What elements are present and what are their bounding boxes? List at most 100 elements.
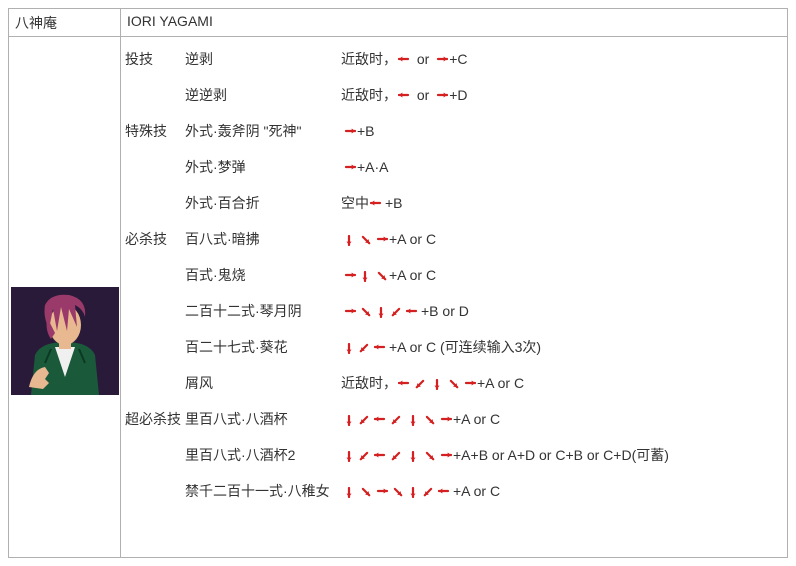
move-name: 二百十二式·琴月阴 <box>185 301 341 321</box>
arrow-dr-icon <box>446 376 460 390</box>
arrow-d-icon <box>342 412 356 426</box>
move-input: +A+B or A+D or C+B or C+D(可蓄) <box>341 445 787 465</box>
input-pre-text: 近敌时， <box>341 49 397 69</box>
arrow-dl-icon <box>358 448 372 462</box>
move-category: 特殊技 <box>121 115 185 141</box>
arrow-r-icon <box>342 160 356 174</box>
move-row: 超必杀技里百八式·八酒杯 +A or C <box>121 401 787 437</box>
arrow-dl-icon <box>390 304 404 318</box>
arrow-r-icon <box>374 232 388 246</box>
arrow-dr-icon <box>358 232 372 246</box>
move-category <box>121 259 185 265</box>
arrow-r-icon <box>374 484 388 498</box>
move-category <box>121 475 185 481</box>
input-post-text: +B <box>385 195 403 211</box>
move-input: +A or C <box>341 411 787 427</box>
move-input: +A or C (可连续输入3次) <box>341 337 787 357</box>
input-or-text: or <box>413 87 433 103</box>
move-row: 二百十二式·琴月阴 +B or D <box>121 293 787 329</box>
move-name: 逆逆剥 <box>185 85 341 105</box>
arrow-r-icon <box>434 88 448 102</box>
move-row: 投技逆剥近敌时， or +C <box>121 41 787 77</box>
move-input: +A or C <box>341 483 787 499</box>
move-category <box>121 439 185 445</box>
input-post-text: +A or C (可连续输入3次) <box>389 337 541 357</box>
body-row: 投技逆剥近敌时， or +C逆逆剥近敌时， or +D特殊技外式·轰斧阴 "死神… <box>9 37 787 557</box>
arrow-r-icon <box>342 304 356 318</box>
arrow-l-icon <box>398 376 412 390</box>
input-pre-text: 空中 <box>341 193 369 213</box>
input-post-text: +A or C <box>389 267 436 283</box>
arrow-d-icon <box>406 412 420 426</box>
arrow-dr-icon <box>374 268 388 282</box>
move-row: 必杀技百八式·暗拂+A or C <box>121 221 787 257</box>
move-category: 投技 <box>121 43 185 69</box>
arrow-d-icon <box>406 448 420 462</box>
arrow-d-icon <box>342 484 356 498</box>
move-input: 近敌时，+A or C <box>341 373 787 393</box>
character-portrait <box>11 287 119 395</box>
portrait-column <box>9 37 121 557</box>
arrow-dl-icon <box>358 340 372 354</box>
move-row: 外式·百合折空中+B <box>121 185 787 221</box>
arrow-l-icon <box>374 448 388 462</box>
arrow-r-icon <box>438 448 452 462</box>
move-category <box>121 367 185 373</box>
arrow-dr-icon <box>358 484 372 498</box>
arrow-dl-icon <box>422 484 436 498</box>
move-input: 近敌时， or +C <box>341 49 787 69</box>
arrow-r-icon <box>462 376 476 390</box>
arrow-d-icon <box>342 232 356 246</box>
input-post-text: +A or C <box>453 411 500 427</box>
char-name-jp: 八神庵 <box>9 9 121 36</box>
move-name: 里百八式·八酒杯2 <box>185 445 341 465</box>
input-post-text: +A+B or A+D or C+B or C+D(可蓄) <box>453 445 669 465</box>
move-row: 特殊技外式·轰斧阴 "死神" +B <box>121 113 787 149</box>
input-pre-text: 近敌时， <box>341 85 397 105</box>
arrow-r-icon <box>438 412 452 426</box>
input-post-text: +B <box>357 123 375 139</box>
portrait-svg <box>11 287 119 395</box>
move-name: 外式·轰斧阴 "死神" <box>185 121 341 141</box>
move-input: 近敌时， or +D <box>341 85 787 105</box>
move-input: 空中 +B <box>341 193 787 213</box>
move-name: 禁千二百十一式·八稚女 <box>185 481 341 501</box>
move-category: 超必杀技 <box>121 403 185 429</box>
arrow-dr-icon <box>358 304 372 318</box>
arrow-dl-icon <box>358 412 372 426</box>
move-name: 外式·梦弹 <box>185 157 341 177</box>
input-post-text: +C <box>449 51 467 67</box>
arrow-l-icon <box>374 340 388 354</box>
move-name: 屑风 <box>185 373 341 393</box>
arrow-l-icon <box>374 412 388 426</box>
moves-table: 投技逆剥近敌时， or +C逆逆剥近敌时， or +D特殊技外式·轰斧阴 "死神… <box>121 41 787 509</box>
move-input: +A or C <box>341 267 787 283</box>
move-row: 禁千二百十一式·八稚女+A or C <box>121 473 787 509</box>
move-name: 里百八式·八酒杯 <box>185 409 341 429</box>
move-category <box>121 151 185 157</box>
arrow-dr-icon <box>390 484 404 498</box>
arrow-r-icon <box>342 268 356 282</box>
arrow-r-icon <box>342 124 356 138</box>
move-category <box>121 295 185 301</box>
move-category <box>121 331 185 337</box>
input-post-text: +A or C <box>389 231 436 247</box>
arrow-d-icon <box>342 448 356 462</box>
input-post-text: +A or C <box>477 375 524 391</box>
input-post-text: +D <box>449 87 467 103</box>
move-input: +B or D <box>341 303 787 319</box>
input-post-text: +A·A <box>357 159 389 175</box>
arrow-dl-icon <box>414 376 428 390</box>
move-name: 百二十七式·葵花 <box>185 337 341 357</box>
char-name-en: IORI YAGAMI <box>121 9 787 36</box>
move-category <box>121 187 185 193</box>
move-row: 逆逆剥近敌时， or +D <box>121 77 787 113</box>
arrow-d-icon <box>342 340 356 354</box>
move-name: 百八式·暗拂 <box>185 229 341 249</box>
arrow-d-icon <box>358 268 372 282</box>
move-name: 百式·鬼烧 <box>185 265 341 285</box>
header-row: 八神庵 IORI YAGAMI <box>9 9 787 37</box>
input-post-text: +B or D <box>421 303 469 319</box>
arrow-dl-icon <box>390 448 404 462</box>
move-category <box>121 79 185 85</box>
